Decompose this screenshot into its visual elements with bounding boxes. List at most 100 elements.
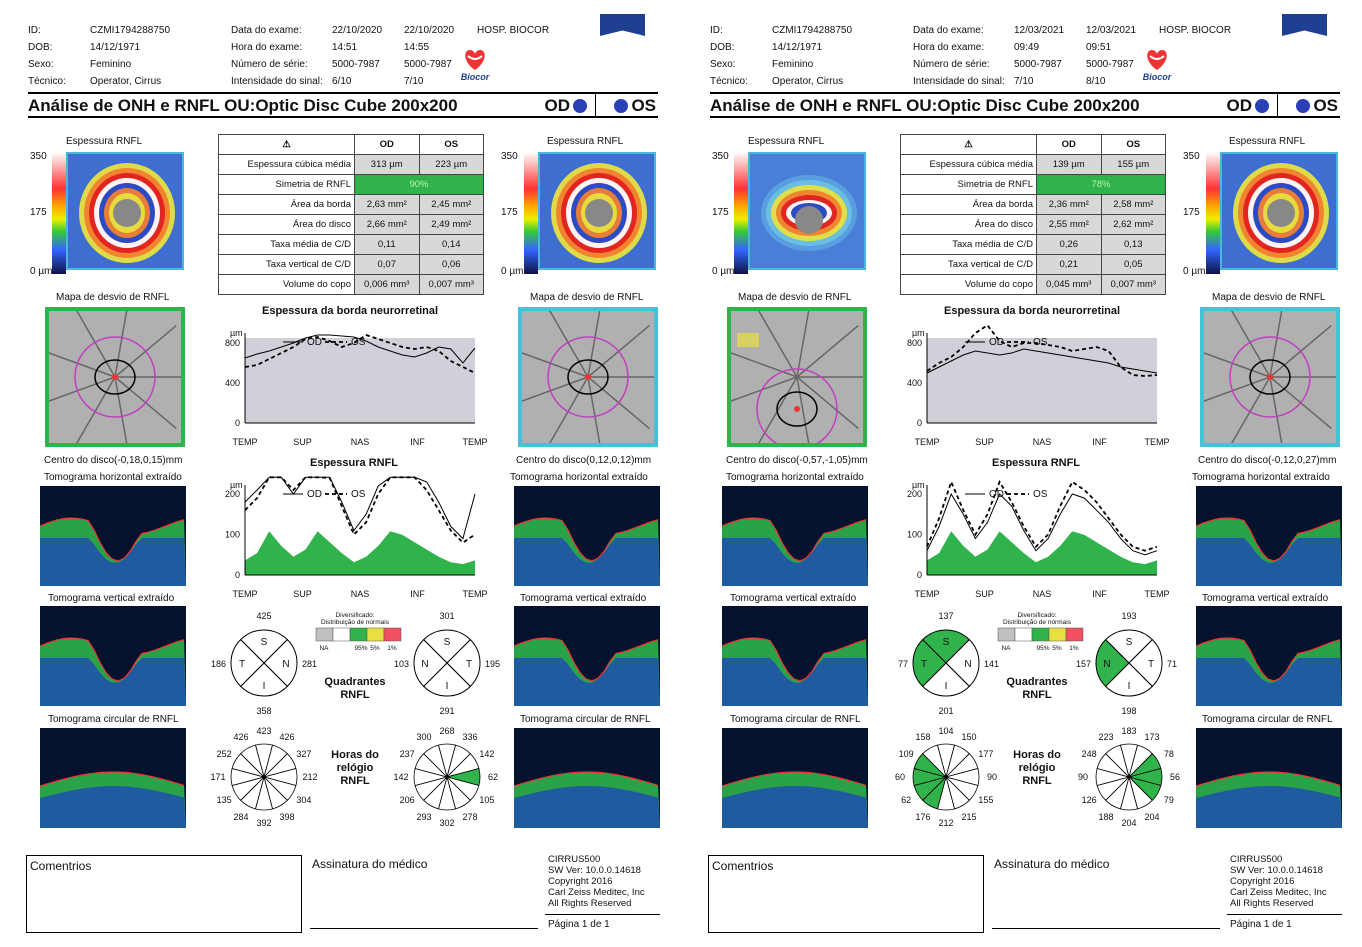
clock-hour-value: 142 <box>479 749 494 759</box>
y-tick-label: 800 <box>225 338 240 348</box>
quad-n-letter: N <box>964 659 971 670</box>
signal-od: 7/10 <box>1014 73 1033 90</box>
od-tomo-v-image <box>40 606 186 706</box>
normative-legend-title: Diversificado: <box>1017 612 1056 619</box>
clock-hour-value: 171 <box>210 772 225 782</box>
table-row: Volume do copo 0,006 mm³ 0,007 mm³ <box>219 275 484 295</box>
od-value: 2,55 mm² <box>1037 215 1102 235</box>
od-disc-center: Centro do disco(-0,18,0,15)mm <box>44 455 182 466</box>
os-value: 2,45 mm² <box>419 195 484 215</box>
sex-value: Feminino <box>90 56 131 73</box>
exam-time-os: 09:51 <box>1086 39 1111 56</box>
comments-box: Comentrios <box>26 855 302 933</box>
legend-od: OD <box>307 337 322 348</box>
od-indicator: OD <box>545 94 591 118</box>
os-deviation-map <box>1200 307 1340 447</box>
clock-hour-value: 327 <box>296 749 311 759</box>
exam-date-od: 22/10/2020 <box>332 22 382 39</box>
od-tomogram-horizontal <box>40 486 186 586</box>
unit-label: µm <box>912 480 925 490</box>
normative-legend-title: Diversificado: <box>335 612 374 619</box>
normative-swatch <box>316 628 333 641</box>
normative-legend-label: 5% <box>1052 645 1062 652</box>
quad-i-value: 201 <box>938 706 953 716</box>
table-row: Espessura cúbica média 313 µm 223 µm <box>219 155 484 175</box>
od-dot-icon <box>573 99 587 113</box>
quadrants-label: RNFL <box>340 689 370 701</box>
serial-os: 5000-7987 <box>1086 56 1134 73</box>
os-value: 0,007 mm³ <box>1101 275 1166 295</box>
os-thickness-label: Espessura RNFL <box>547 136 623 147</box>
clock-hour-value: 105 <box>479 795 494 805</box>
signature-line <box>992 928 1220 929</box>
od-value: 0,045 mm³ <box>1037 275 1102 295</box>
normative-legend-label: 95% <box>354 645 367 652</box>
normative-swatch <box>367 628 384 641</box>
quad-t-letter: T <box>466 659 472 670</box>
clock-hour-value: 150 <box>961 732 976 742</box>
serial-od: 5000-7987 <box>1014 56 1062 73</box>
signal-label: Intensidade do sinal: <box>231 73 323 90</box>
normative-swatch <box>998 628 1015 641</box>
hospital-name: HOSP. BIOCOR <box>477 22 549 39</box>
x-tick-label: NAS <box>351 589 370 599</box>
logo-text: Biocor <box>1143 72 1172 82</box>
os-fundus-image <box>1204 311 1336 443</box>
os-indicator: OS <box>1293 94 1338 118</box>
od-thickness-map <box>66 152 184 270</box>
clock-hour-value: 78 <box>1164 749 1174 759</box>
exam-time-od: 09:49 <box>1014 39 1039 56</box>
quad-s-value: 425 <box>256 611 271 621</box>
page-number: Página 1 de 1 <box>1230 919 1292 930</box>
clock-hour-value: 155 <box>978 795 993 805</box>
os-value: 0,13 <box>1101 235 1166 255</box>
os-tomo-c-label: Tomograma circular de RNFL <box>520 714 651 725</box>
os-value: 0,007 mm³ <box>419 275 484 295</box>
quad-i-value: 291 <box>439 706 454 716</box>
row-label: Espessura cúbica média <box>219 155 355 175</box>
od-value: 2,66 mm² <box>355 215 420 235</box>
serial-os: 5000-7987 <box>404 56 452 73</box>
clock-label: Horas do <box>1013 749 1061 761</box>
report-title: Análise de ONH e RNFL OU:Optic Disc Cube… <box>710 96 1140 115</box>
zeiss-flag-icon <box>1282 14 1327 36</box>
od-tomogram-vertical <box>722 606 868 706</box>
od-disc-center: Centro do disco(-0,57,-1,05)mm <box>726 455 868 466</box>
biocor-logo: Biocor <box>1137 42 1177 82</box>
disc-center <box>794 406 800 412</box>
row-label: Área do disco <box>219 215 355 235</box>
os-scale-mid: 175 <box>501 207 518 218</box>
legend-os: OS <box>1033 489 1048 500</box>
exam-date-os: 22/10/2020 <box>404 22 454 39</box>
id-label: ID: <box>710 22 723 39</box>
od-tomogram-horizontal <box>722 486 868 586</box>
od-tomo-v-label: Tomograma vertical extraído <box>730 593 856 604</box>
os-deviation-map <box>518 307 658 447</box>
software-info: CIRRUS500 SW Ver: 10.0.0.14618 Copyright… <box>1230 854 1327 909</box>
table-row: Área do disco 2,55 mm² 2,62 mm² <box>901 215 1166 235</box>
quad-t-value: 195 <box>485 659 500 669</box>
clock-hour-value: 212 <box>938 818 953 828</box>
os-value: 155 µm <box>1101 155 1166 175</box>
id-label: ID: <box>28 22 41 39</box>
od-tomogram-circular <box>722 728 868 828</box>
clock-hour-value: 62 <box>901 795 911 805</box>
x-tick-label: SUP <box>975 589 994 599</box>
table-row: Área da borda 2,36 mm² 2,58 mm² <box>901 195 1166 215</box>
report-right: ID: CZMI1794288750 DOB: 14/12/1971 Sexo:… <box>682 0 1354 947</box>
x-tick-label: TEMP <box>914 437 939 447</box>
quad-i-letter: I <box>1128 681 1131 692</box>
os-tomo-c-label: Tomograma circular de RNFL <box>1202 714 1333 725</box>
table-row: Área da borda 2,63 mm² 2,45 mm² <box>219 195 484 215</box>
os-thickness-map-image <box>1222 154 1338 270</box>
exam-time-os: 14:55 <box>404 39 429 56</box>
report-title: Análise de ONH e RNFL OU:Optic Disc Cube… <box>28 96 458 115</box>
od-scale-mid: 175 <box>712 207 729 218</box>
y-tick-label: 400 <box>907 378 922 388</box>
x-tick-label: SUP <box>293 589 312 599</box>
clock-hour-value: 284 <box>233 812 248 822</box>
col-os: OS <box>1101 135 1166 155</box>
normative-swatch <box>350 628 367 641</box>
x-tick-label: TEMP <box>462 437 487 447</box>
od-scale-mid: 175 <box>30 207 47 218</box>
